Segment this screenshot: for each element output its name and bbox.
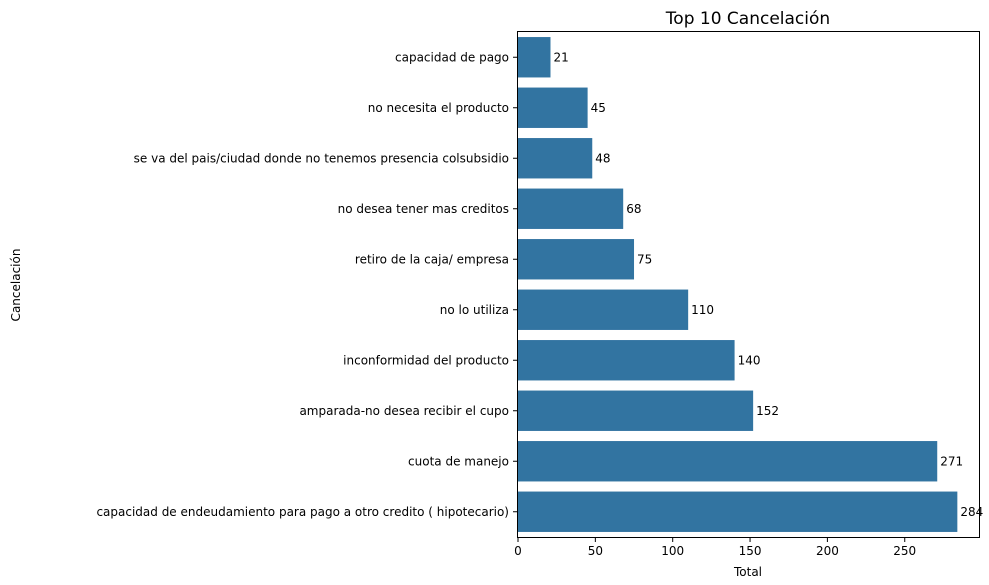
chart-title: Top 10 Cancelación bbox=[665, 9, 830, 29]
bar bbox=[518, 87, 588, 128]
y-tick-label: se va del pais/ciudad donde no tenemos p… bbox=[134, 151, 509, 165]
bar bbox=[518, 441, 938, 482]
x-tick-label: 150 bbox=[739, 544, 762, 558]
x-tick-label: 0 bbox=[514, 544, 522, 558]
data-label: 110 bbox=[691, 303, 714, 317]
bar bbox=[518, 138, 593, 179]
y-tick-label: no lo utiliza bbox=[440, 303, 509, 317]
data-label: 152 bbox=[756, 404, 779, 418]
y-tick-label: no desea tener mas creditos bbox=[338, 202, 509, 216]
bar bbox=[518, 37, 551, 78]
data-label: 68 bbox=[626, 202, 641, 216]
y-tick-label: cuota de manejo bbox=[408, 454, 509, 468]
data-label: 271 bbox=[940, 454, 963, 468]
y-tick-label: amparada-no desea recibir el cupo bbox=[299, 404, 509, 418]
bar bbox=[518, 188, 624, 229]
data-labels: 21 45 48 68 75 110 140 152 271 284 bbox=[553, 50, 983, 519]
bar bbox=[518, 239, 635, 280]
x-tick-label: 100 bbox=[661, 544, 684, 558]
bar bbox=[518, 340, 735, 381]
data-label: 75 bbox=[637, 252, 652, 266]
x-tick-label: 50 bbox=[588, 544, 603, 558]
y-tick-label: capacidad de endeudamiento para pago a o… bbox=[96, 505, 509, 519]
x-axis-label: Total bbox=[733, 565, 762, 579]
x-axis-ticks: 0 50 100 150 200 250 bbox=[514, 537, 916, 558]
data-label: 284 bbox=[960, 505, 983, 519]
bar bbox=[518, 390, 754, 431]
data-label: 140 bbox=[738, 353, 761, 367]
data-label: 21 bbox=[553, 50, 568, 64]
y-tick-label: no necesita el producto bbox=[368, 101, 509, 115]
y-axis-label: Cancelación bbox=[9, 249, 23, 322]
y-tick-labels: capacidad de pago no necesita el producto… bbox=[96, 50, 518, 519]
bars bbox=[518, 37, 958, 532]
plot-frame bbox=[517, 31, 980, 538]
y-tick-label: retiro de la caja/ empresa bbox=[355, 252, 509, 266]
bar bbox=[518, 289, 689, 330]
x-tick-label: 250 bbox=[893, 544, 916, 558]
y-tick-label: capacidad de pago bbox=[395, 50, 509, 64]
data-label: 48 bbox=[595, 151, 610, 165]
bar bbox=[518, 491, 958, 532]
y-tick-label: inconformidad del producto bbox=[343, 353, 509, 367]
data-label: 45 bbox=[591, 101, 606, 115]
x-tick-label: 200 bbox=[816, 544, 839, 558]
